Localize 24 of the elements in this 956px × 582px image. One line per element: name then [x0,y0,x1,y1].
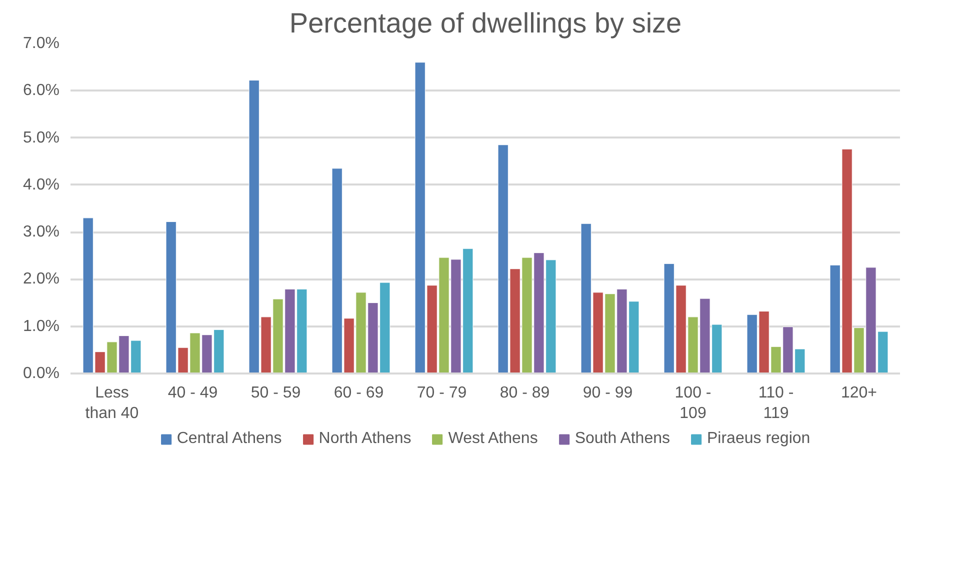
y-tick-label: 5.0% [23,129,60,146]
x-tick-label: 80 - 89 [500,384,550,402]
x-tick-label: 100 - 109 [674,384,712,422]
x-tick-label: 60 - 69 [334,384,384,402]
y-tick-label: 3.0% [23,224,60,241]
x-tick-label: 110 - 119 [758,384,794,422]
chart-title: Percentage of dwellings by size [289,8,682,38]
x-tick-label: 40 - 49 [168,384,218,402]
y-tick-label: 4.0% [23,176,60,194]
y-tick-label: 0.0% [23,365,60,382]
y-tick-label: 2.0% [23,270,60,288]
x-tick-label: 50 - 59 [250,384,301,402]
y-tick-label: 1.0% [23,318,60,335]
x-tick-label: 120+ [840,384,878,402]
x-tick-label: 90 - 99 [582,384,633,402]
legend-label: South Athens [574,430,670,448]
y-tick-label: 7.0% [23,35,60,52]
legend-label: West Athens [448,430,538,448]
legend-label: Central Athens [176,430,282,448]
y-tick-label: 6.0% [23,82,60,100]
legend-label: North Athens [318,430,412,448]
legend-label: Piraeus region [707,430,810,448]
x-tick-label: 70 - 79 [416,384,467,402]
x-tick-label: Less than 40 [85,384,139,422]
